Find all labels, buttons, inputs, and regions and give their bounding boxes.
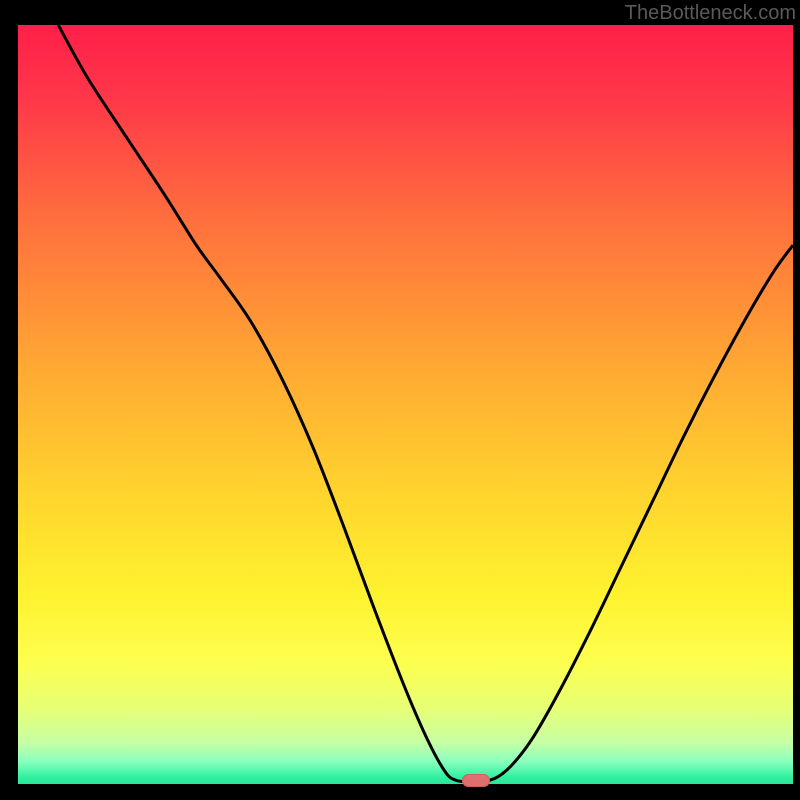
bottleneck-chart: TheBottleneck.com (0, 0, 800, 800)
plot-area (18, 25, 793, 784)
curve-svg (18, 25, 793, 784)
watermark-text: TheBottleneck.com (625, 2, 796, 25)
optimal-marker (462, 774, 490, 787)
bottleneck-curve (58, 25, 793, 782)
